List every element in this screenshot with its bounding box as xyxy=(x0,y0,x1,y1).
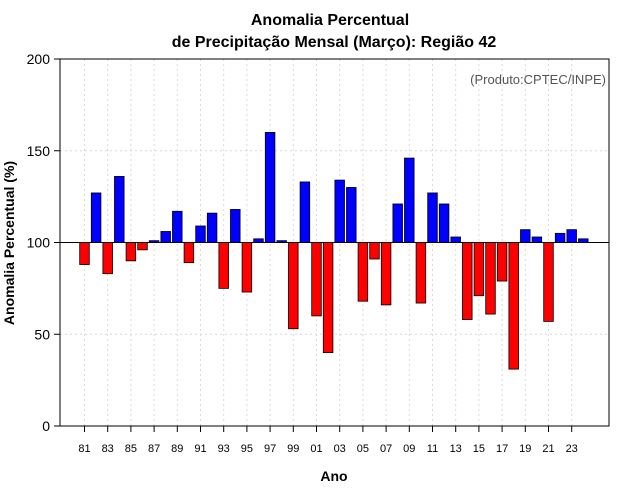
x-axis: 81 83 85 87 89 91 93 95 97 99 01 03 05 07 09 11 13 15 17 19… xyxy=(78,426,578,455)
x-tick-label: 95 xyxy=(241,443,253,455)
bar-2005 xyxy=(357,242,369,302)
x-tick-label: 23 xyxy=(566,443,578,455)
bar-1994 xyxy=(230,209,241,243)
x-tick-label: 01 xyxy=(310,443,322,455)
x-tick-label: 99 xyxy=(287,443,299,455)
x-tick-label: 89 xyxy=(171,443,183,455)
y-axis: 0 50 100 150 200 xyxy=(27,51,60,434)
y-tick-label: 50 xyxy=(34,326,50,342)
bar-2015 xyxy=(473,242,485,297)
x-tick-label: 91 xyxy=(194,443,206,455)
bar-1996 xyxy=(253,238,264,243)
bar-2007 xyxy=(380,242,392,306)
bar-1989 xyxy=(172,210,183,243)
bar-2020 xyxy=(531,236,543,243)
bar-1999 xyxy=(288,242,299,330)
x-tick-label: 81 xyxy=(78,443,90,455)
y-tick-label: 200 xyxy=(27,51,51,67)
x-axis-label: Ano xyxy=(320,468,347,484)
x-tick-label: 83 xyxy=(102,443,114,455)
bar-2001 xyxy=(311,242,322,317)
credit-text: (Produto:CPTEC/INPE) xyxy=(470,72,606,87)
x-tick-label: 87 xyxy=(148,443,160,455)
bar-2024 xyxy=(578,238,589,243)
x-tick-label: 93 xyxy=(218,443,230,455)
x-tick-label: 85 xyxy=(125,443,137,455)
y-tick-label: 100 xyxy=(27,235,51,251)
bar-2023 xyxy=(566,229,577,243)
bar-2016 xyxy=(485,242,496,315)
bar-2006 xyxy=(369,242,380,260)
bar-1988 xyxy=(160,231,171,243)
bar-1983 xyxy=(102,242,113,275)
x-tick-label: 07 xyxy=(380,443,392,455)
bar-2004 xyxy=(346,187,357,243)
bar-1982 xyxy=(90,192,102,243)
bar-1990 xyxy=(183,242,195,264)
x-tick-label: 11 xyxy=(427,443,438,455)
x-tick-label: 21 xyxy=(542,443,554,455)
bar-2012 xyxy=(438,203,450,243)
bar-1981 xyxy=(79,242,90,265)
x-tick-label: 13 xyxy=(450,443,462,455)
chart-title-line1: Anomalia Percentual xyxy=(251,12,409,29)
bar-1985 xyxy=(125,242,137,262)
bar-1997 xyxy=(264,131,276,243)
bar-2013 xyxy=(450,236,461,243)
x-tick-label: 05 xyxy=(357,443,369,455)
y-tick-label: 150 xyxy=(27,143,51,159)
x-tick-label: 03 xyxy=(334,443,346,455)
x-tick-label: 97 xyxy=(264,443,276,455)
bar-1992 xyxy=(206,212,218,243)
bar-series xyxy=(79,131,589,370)
bar-1993 xyxy=(218,242,229,289)
bar-2021 xyxy=(543,242,554,322)
x-tick-label: 09 xyxy=(403,443,415,455)
x-tick-label: 17 xyxy=(496,443,508,455)
bar-2000 xyxy=(299,181,311,243)
gridlines xyxy=(60,59,609,426)
bar-1995 xyxy=(241,242,253,293)
bar-2003 xyxy=(334,179,345,243)
bar-2008 xyxy=(392,203,403,243)
chart-title-line2: de Precipitação Mensal (Março): Região 4… xyxy=(172,34,497,51)
bar-2018 xyxy=(508,242,519,370)
bar-2014 xyxy=(462,242,473,320)
bar-1991 xyxy=(195,225,206,243)
bar-2019 xyxy=(520,229,531,243)
y-axis-label: Anomalia Percentual (%) xyxy=(1,161,17,325)
bar-2009 xyxy=(404,157,415,243)
bar-2022 xyxy=(554,232,566,243)
bar-2002 xyxy=(322,242,334,353)
bar-2011 xyxy=(427,192,438,243)
bar-1986 xyxy=(137,242,148,251)
x-tick-label: 19 xyxy=(519,443,531,455)
bar-2017 xyxy=(496,242,508,282)
bar-2010 xyxy=(415,242,427,304)
y-tick-label: 0 xyxy=(42,418,50,434)
bar-1984 xyxy=(114,176,125,243)
x-tick-label: 15 xyxy=(473,443,485,455)
